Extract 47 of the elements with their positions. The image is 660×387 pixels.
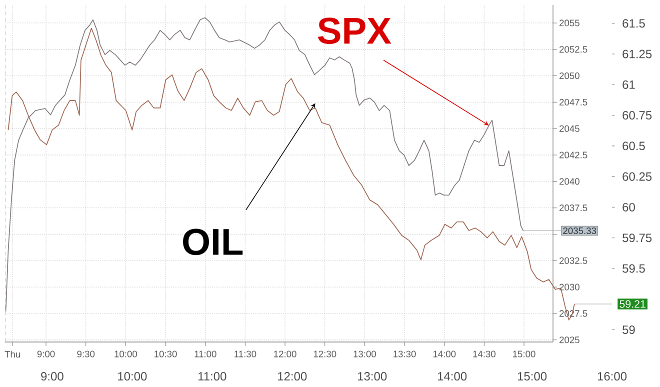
- y2-tick-label: 61.25: [622, 50, 652, 58]
- x-tick-label: 11:00: [198, 372, 226, 381]
- annotation: SPX: [318, 18, 392, 44]
- x-tick-label: 9:00: [41, 372, 64, 381]
- x-tick-label: 15:00: [518, 372, 547, 381]
- y2-tick-label: 59.75: [622, 234, 652, 242]
- y2-tick-label: 59.5: [622, 264, 645, 273]
- x2-tick-label: 11:00: [194, 350, 216, 358]
- x2-tick-label: 14:30: [473, 350, 496, 358]
- y2-tick-label: 61: [622, 80, 635, 89]
- data-label: 59.21: [620, 300, 646, 308]
- x2-tick-label: 15:00: [513, 350, 536, 358]
- y2-tick-label: 61.5: [622, 19, 645, 28]
- x2-tick-label: 13:30: [394, 350, 416, 358]
- y-tick-label: 2052.5: [560, 46, 588, 53]
- y-tick-label: 2037.5: [560, 204, 588, 212]
- x2-tick-label: 10:30: [154, 350, 177, 358]
- y-tick-label: 2050: [560, 72, 580, 80]
- y-tick-label: 2042.5: [560, 152, 588, 158]
- x2-tick-label: 10:00: [114, 350, 138, 358]
- y2-tick-label: 60: [622, 202, 635, 212]
- x-tick-label: 12:00: [278, 372, 307, 381]
- x2-tick-label: 12:30: [314, 350, 336, 358]
- x-tick-label: 13:00: [358, 372, 387, 381]
- y-tick-label: 2047.5: [560, 98, 588, 106]
- x2-tick-label: 9:30: [77, 350, 95, 358]
- y2-tick-label: 59: [622, 325, 635, 334]
- y2-tick-label: 60.75: [622, 111, 652, 120]
- y2-tick-label: 60.5: [622, 142, 645, 150]
- y-tick-label: 2030: [560, 284, 580, 290]
- x2-tick-label: Thu: [4, 350, 20, 358]
- y-tick-label: 2032.5: [560, 257, 588, 264]
- y-tick-label: 2055: [560, 20, 580, 26]
- data-label: 2035.33: [563, 227, 596, 234]
- x2-tick-label: 11:30: [234, 350, 256, 358]
- y-tick-label: 2040: [560, 178, 580, 185]
- x2-tick-label: 14:00: [433, 350, 456, 358]
- x2-tick-label: 12:00: [274, 350, 296, 358]
- y-tick-label: 2025: [560, 336, 580, 344]
- x-tick-label: 14:00: [438, 372, 467, 381]
- y2-tick-label: 60.25: [622, 172, 652, 181]
- x-tick-label: 10:00: [118, 372, 147, 381]
- x2-tick-label: 13:00: [354, 350, 376, 358]
- annotation: OIL: [183, 228, 243, 256]
- y-tick-label: 2045: [560, 125, 580, 132]
- x2-tick-label: 9:00: [37, 350, 55, 358]
- x-tick-label: 16:00: [598, 372, 627, 381]
